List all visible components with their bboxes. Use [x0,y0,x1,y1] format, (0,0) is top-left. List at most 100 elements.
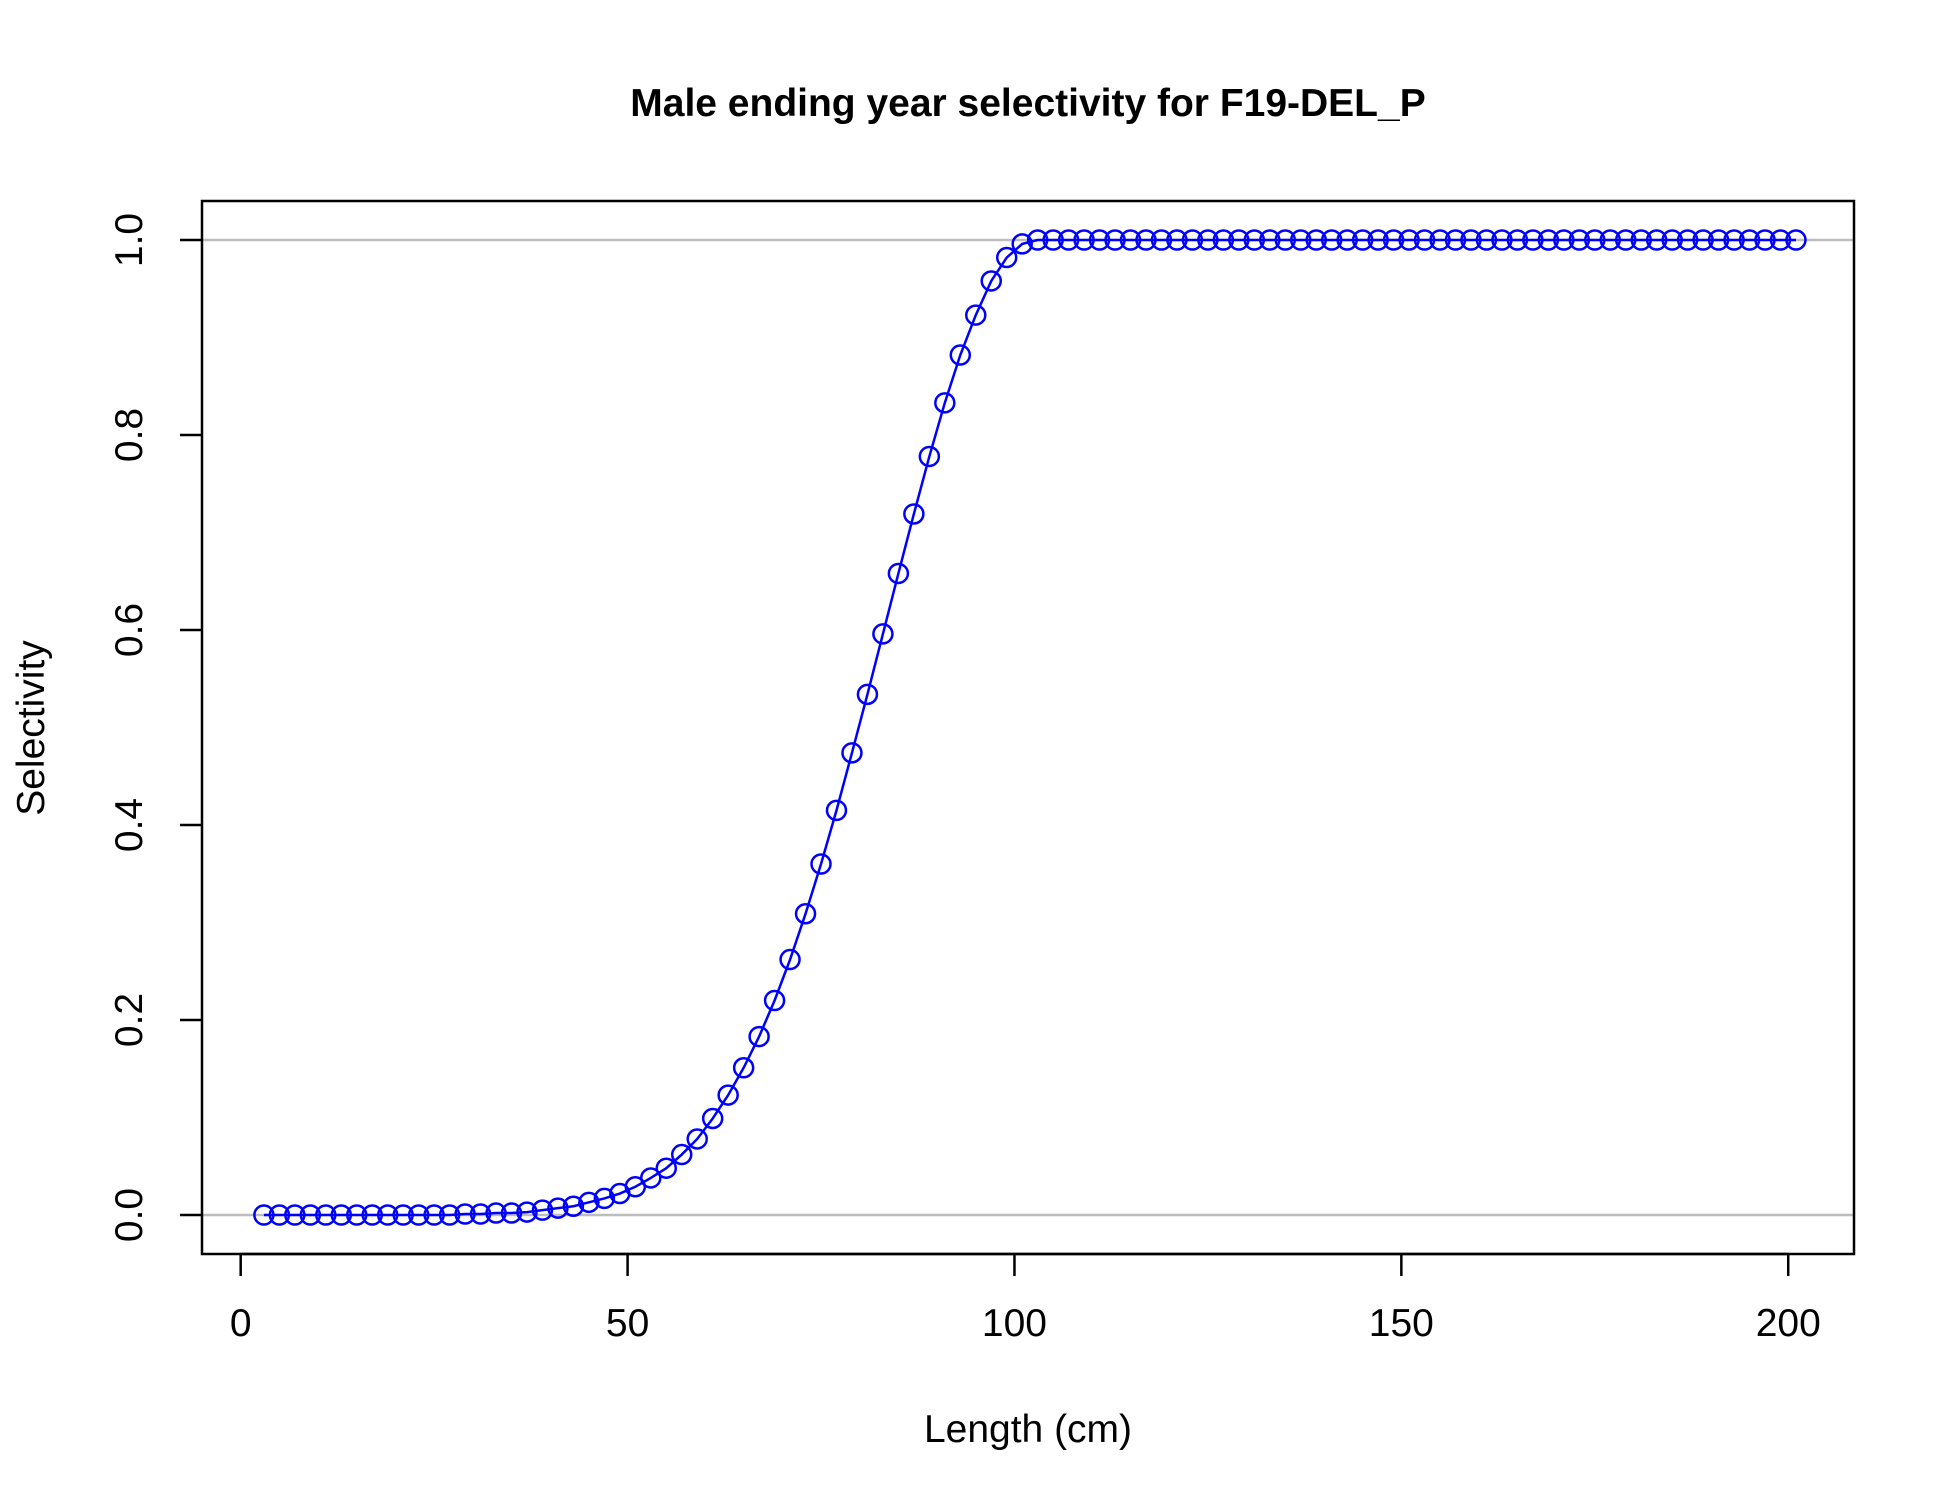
data-point [1553,229,1575,251]
data-point [934,392,956,414]
data-point [1305,229,1327,251]
data-point [1568,229,1591,251]
data-point [887,562,910,585]
data-point [1398,229,1420,251]
data-point [562,1195,585,1217]
data-point [1011,233,1033,255]
y-tick-label: 0.0 [108,1188,151,1242]
data-point [655,1157,678,1179]
x-tick-label: 50 [606,1302,649,1345]
data-point [299,1204,322,1226]
data-point [995,246,1018,269]
data-point [794,902,817,925]
data-point [1413,229,1436,251]
data-point [1491,229,1513,251]
data-point [701,1107,724,1130]
data-point [1166,229,1188,251]
x-tick-label: 150 [1369,1302,1434,1345]
y-tick-label: 0.6 [108,603,151,657]
data-point [1429,229,1451,251]
data-point [1645,229,1668,251]
data-point [1135,229,1157,251]
data-point [516,1201,538,1223]
x-axis: 0 50 100 150 200 [230,1252,1821,1345]
data-point [980,270,1002,292]
data-point [1630,229,1652,251]
data-point [856,683,879,706]
data-point [1243,229,1266,251]
data-point [1738,229,1761,251]
data-point [593,1187,616,1210]
data-point [1042,229,1064,251]
y-axis: 0.0 0.2 0.4 0.6 0.8 1.0 [108,213,202,1242]
data-point [918,445,941,468]
plot-frame [200,199,1856,1256]
x-axis-label: Length (cm) [924,1408,1132,1451]
x-tick-label: 200 [1756,1302,1821,1345]
data-point [330,1204,353,1226]
data-point [1320,229,1343,251]
data-point [1692,229,1714,251]
data-point [748,1025,770,1048]
data-point [1026,229,1049,251]
series-layer [253,229,1807,1226]
y-tick-label: 0.4 [108,798,151,852]
data-point [1723,229,1745,251]
data-point [825,799,848,822]
data-point [872,623,894,645]
data-point [1088,229,1111,251]
data-point [1769,229,1792,251]
data-point [361,1204,383,1226]
y-tick-label: 0.2 [108,993,151,1047]
data-point [346,1204,368,1226]
data-point [485,1202,507,1224]
y-tick-label: 1.0 [108,213,151,267]
data-point [578,1191,600,1214]
data-point [253,1204,275,1226]
data-point [500,1202,523,1224]
data-point [763,989,786,1012]
data-point [949,344,972,366]
data-point [1475,229,1498,251]
data-point [841,742,863,764]
data-point [438,1204,461,1226]
data-point [531,1199,554,1221]
data-point [1057,229,1080,251]
data-point [268,1204,291,1226]
data-point [1584,229,1606,251]
data-point [810,853,832,875]
data-point [1460,229,1482,251]
data-point [315,1204,337,1226]
data-point [376,1204,399,1226]
data-point [1274,229,1297,251]
data-point [1382,229,1405,251]
y-axis-label: Selectivity [10,640,53,816]
data-point [1290,229,1312,251]
data-point [1119,229,1142,251]
data-point [1614,229,1637,251]
series-line [263,238,1796,1217]
data-point [1181,229,1204,251]
data-point [284,1204,306,1226]
data-point [1259,229,1281,251]
data-point [965,304,987,326]
data-point [1522,229,1544,251]
data-point [1707,229,1730,251]
data-point [1336,229,1358,251]
data-point [1444,229,1467,251]
data-point [1599,229,1622,251]
data-point [1537,229,1560,251]
data-point [1351,229,1374,251]
data-point [640,1167,662,1189]
data-point [1150,229,1173,251]
y-tick-label: 0.8 [108,408,151,462]
data-point [670,1143,693,1166]
x-tick-label: 100 [982,1302,1047,1345]
data-point [1754,229,1776,251]
data-point [392,1204,414,1226]
data-point [903,503,925,525]
data-point [1228,229,1250,251]
data-point [686,1128,708,1150]
data-point [1661,229,1683,251]
data-point [1212,229,1235,251]
